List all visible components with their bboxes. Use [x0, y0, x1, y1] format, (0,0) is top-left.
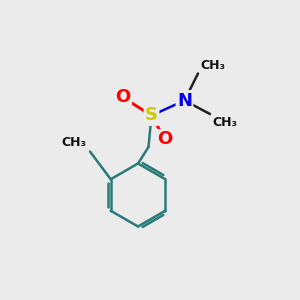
Text: O: O	[116, 88, 130, 106]
Text: CH₃: CH₃	[200, 59, 225, 72]
Text: S: S	[145, 106, 158, 124]
Text: O: O	[158, 130, 172, 148]
Text: N: N	[177, 92, 192, 110]
Text: CH₃: CH₃	[212, 116, 237, 128]
Text: CH₃: CH₃	[61, 136, 86, 149]
